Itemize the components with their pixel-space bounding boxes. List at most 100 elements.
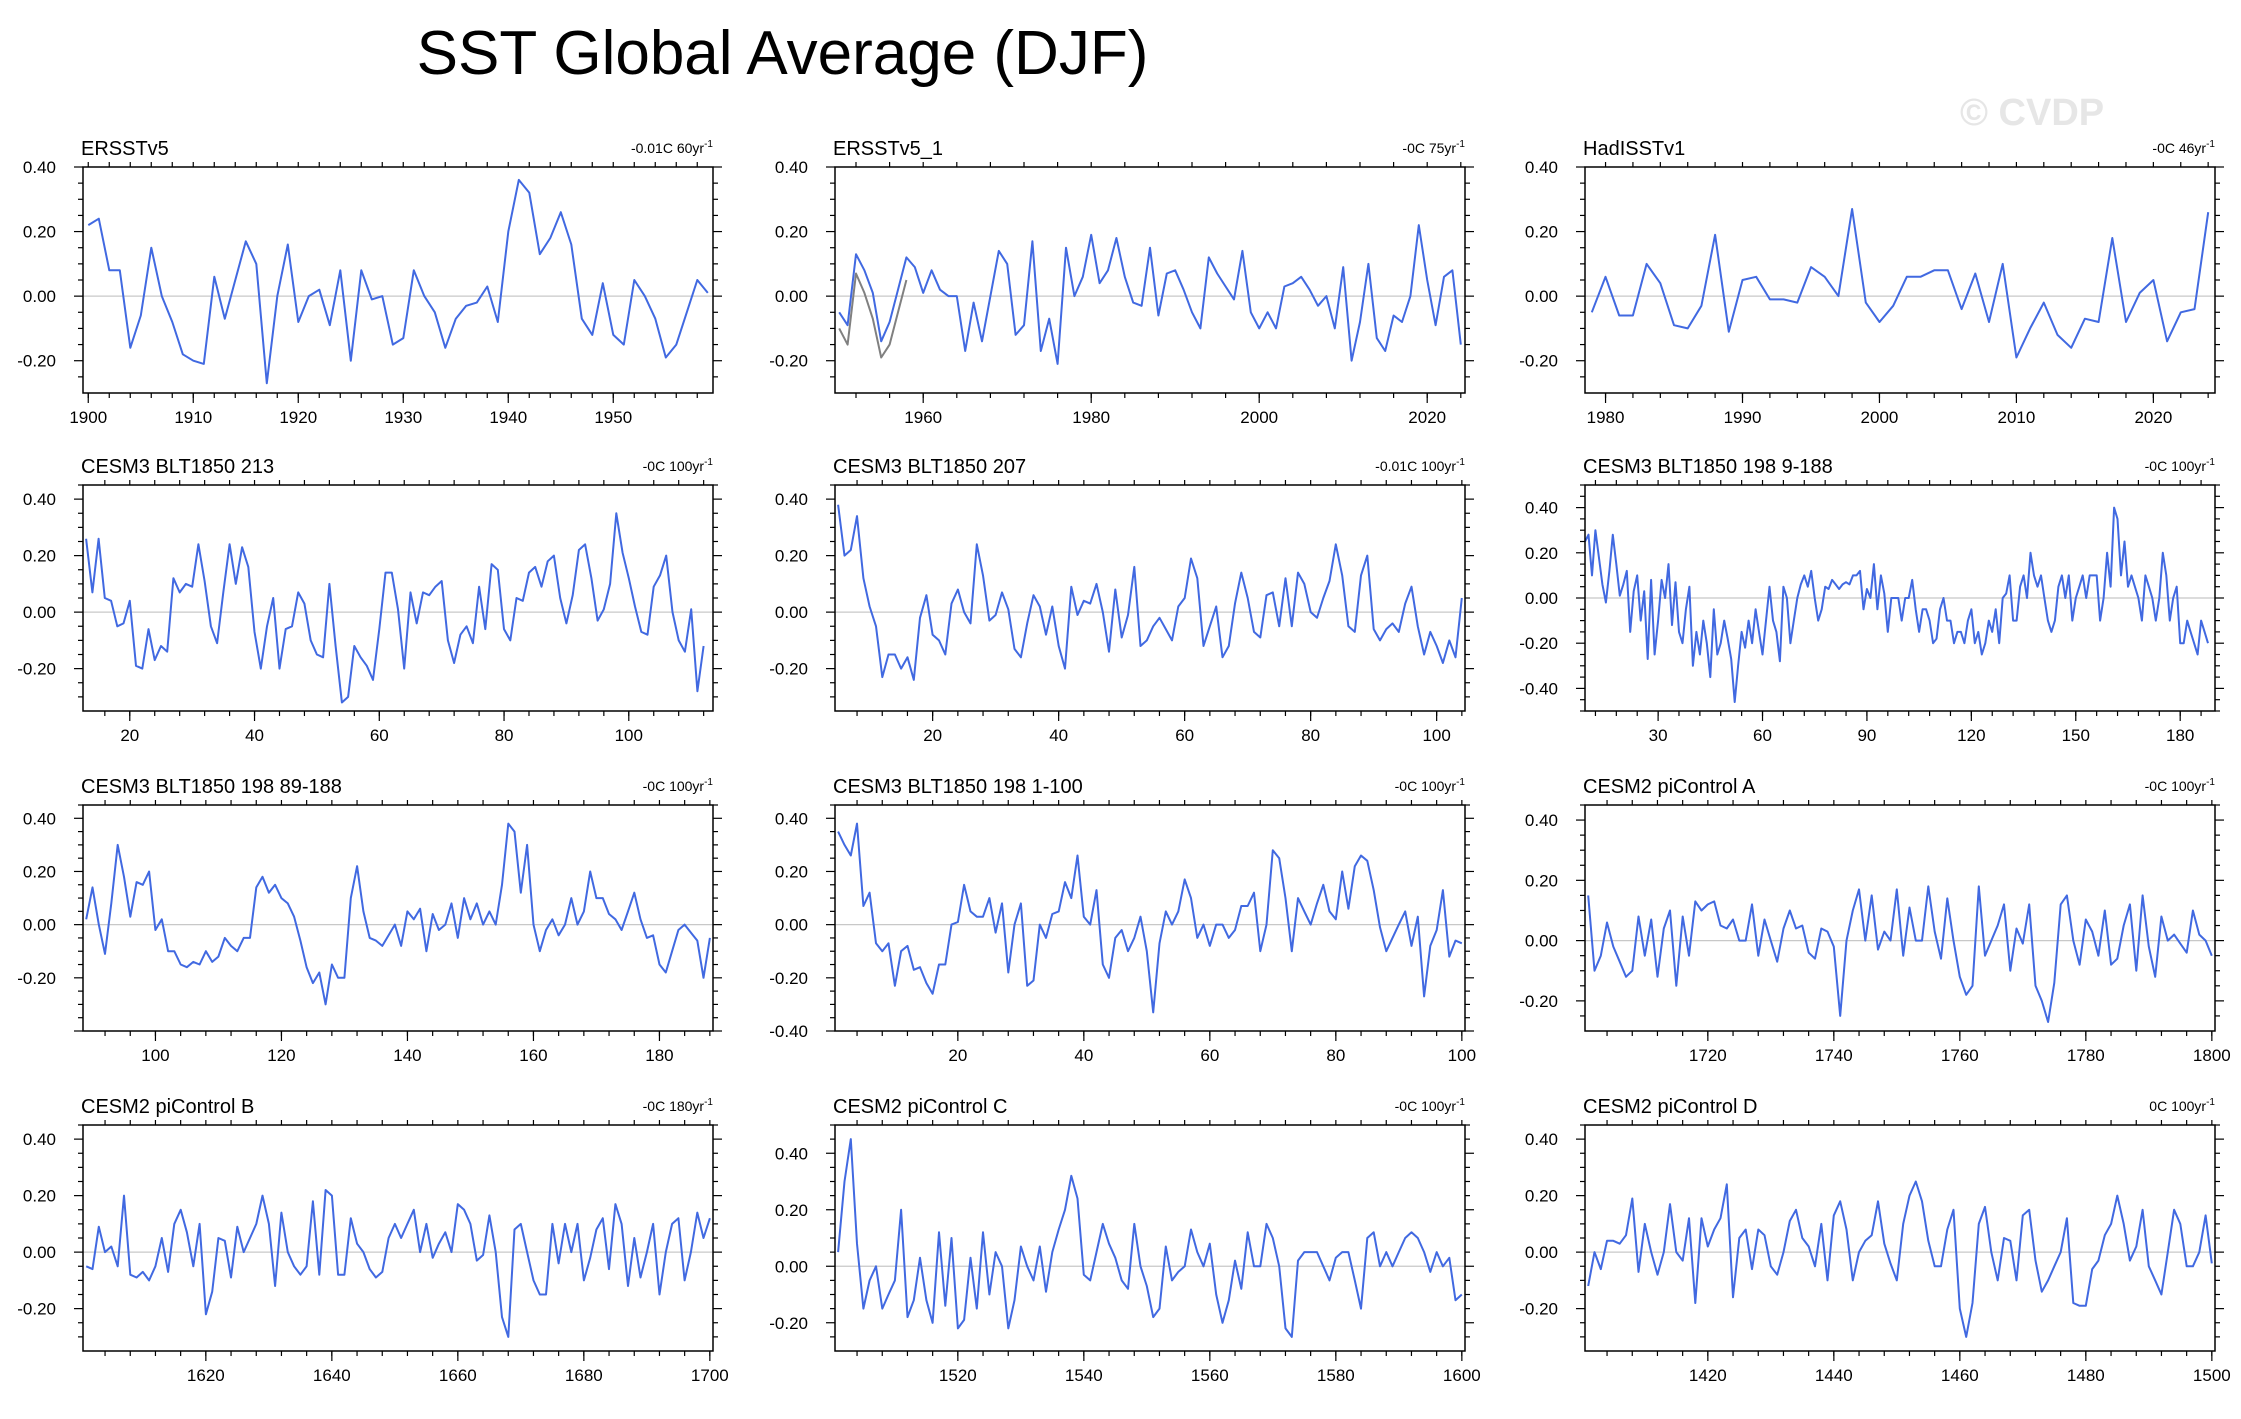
panel-8-trend: -0C 100yr-1 xyxy=(2145,777,2216,794)
panel-9-ytick-label: -0.20 xyxy=(17,1300,56,1319)
panel-4-xtick-label: 100 xyxy=(1422,726,1450,745)
panel-8-ytick-label: -0.20 xyxy=(1519,992,1558,1011)
panel-7-ytick-label: -0.20 xyxy=(769,969,808,988)
panel-5-xtick-label: 180 xyxy=(2166,726,2194,745)
panel-6-trend: -0C 100yr-1 xyxy=(643,777,714,794)
panel-4-xtick-label: 20 xyxy=(923,726,942,745)
panel-8-xtick-label: 1740 xyxy=(1815,1046,1853,1065)
panel-1-xtick-label: 1980 xyxy=(1072,408,1110,427)
panel-11-xtick-label: 1460 xyxy=(1941,1366,1979,1385)
panel-0-frame xyxy=(82,166,714,394)
panel-11-xtick-label: 1500 xyxy=(2193,1366,2231,1385)
panel-1-frame xyxy=(834,166,1466,394)
panel-4-ytick-label: 0.20 xyxy=(775,547,808,566)
panel-6-ytick-label: -0.20 xyxy=(17,969,56,988)
panel-1-xtick-label: 2000 xyxy=(1240,408,1278,427)
panel-5-xtick-label: 120 xyxy=(1957,726,1985,745)
panel-5-frame xyxy=(1584,484,2216,712)
panel-11-frame xyxy=(1584,1124,2216,1352)
panel-0-xtick-label: 1940 xyxy=(489,408,527,427)
panel-9-ytick-label: 0.20 xyxy=(23,1187,56,1206)
panel-2-xtick-label: 1990 xyxy=(1724,408,1762,427)
panel-2-xtick-label: 2010 xyxy=(1997,408,2035,427)
panel-3-xtick-label: 60 xyxy=(370,726,389,745)
panel-9-trend: -0C 180yr-1 xyxy=(643,1097,714,1114)
panel-6-xtick-label: 160 xyxy=(519,1046,547,1065)
panel-1-xtick-label: 2020 xyxy=(1408,408,1446,427)
panel-0-ytick-label: 0.20 xyxy=(23,223,56,242)
panel-0-ytick-label: 0.00 xyxy=(23,287,56,306)
panel-8-ytick-label: 0.20 xyxy=(1525,871,1558,890)
panel-10-trend-exponent: -1 xyxy=(1456,1097,1465,1108)
panel-1-xtick-label: 1960 xyxy=(904,408,942,427)
panel-3-ytick-label: -0.20 xyxy=(17,660,56,679)
panel-7-xtick-label: 80 xyxy=(1326,1046,1345,1065)
panel-7-trend-exponent: -1 xyxy=(1456,777,1465,788)
panel-10-xtick-label: 1540 xyxy=(1065,1366,1103,1385)
panel-10-series-line xyxy=(837,1138,1463,1338)
panel-2-xtick-label: 2000 xyxy=(1861,408,1899,427)
panel-7-xtick-label: 20 xyxy=(948,1046,967,1065)
panel-9-ytick-label: 0.00 xyxy=(23,1243,56,1262)
panel-11-ytick-label: 0.00 xyxy=(1525,1243,1558,1262)
panel-6-xtick-label: 120 xyxy=(267,1046,295,1065)
panel-11-ytick-label: 0.40 xyxy=(1525,1130,1558,1149)
panel-1-ytick-label: 0.20 xyxy=(775,223,808,242)
panel-9-xtick-label: 1700 xyxy=(691,1366,729,1385)
panel-9-trend-exponent: -1 xyxy=(704,1097,713,1108)
panel-3-trend: -0C 100yr-1 xyxy=(643,457,714,474)
panel-11-xtick-label: 1480 xyxy=(2067,1366,2105,1385)
panel-9-xtick-label: 1640 xyxy=(313,1366,351,1385)
panel-8-trend-exponent: -1 xyxy=(2206,777,2215,788)
panel-5-xtick-label: 30 xyxy=(1649,726,1668,745)
panel-4-xtick-label: 40 xyxy=(1049,726,1068,745)
panel-10-xtick-label: 1520 xyxy=(939,1366,977,1385)
panel-8-series-line xyxy=(1587,885,2213,1023)
panel-10-frame xyxy=(834,1124,1466,1352)
panel-6-ytick-label: 0.00 xyxy=(23,916,56,935)
panel-0-xtick-label: 1920 xyxy=(279,408,317,427)
panel-10-ytick-label: -0.20 xyxy=(769,1314,808,1333)
panel-9-series-line xyxy=(85,1189,711,1338)
panel-3-xtick-label: 40 xyxy=(245,726,264,745)
panel-2-ytick-label: 0.20 xyxy=(1525,223,1558,242)
panel-1-series-line xyxy=(838,272,908,359)
panel-8-title: CESM2 piControl A xyxy=(1583,776,1756,798)
panel-5-trend-exponent: -1 xyxy=(2206,457,2215,468)
panel-0-trend: -0.01C 60yr-1 xyxy=(631,139,713,156)
panel-1-ytick-label: 0.00 xyxy=(775,287,808,306)
panel-1-ytick-label: 0.40 xyxy=(775,158,808,177)
panel-8-ytick-label: 0.40 xyxy=(1525,811,1558,830)
panel-9-xtick-label: 1620 xyxy=(187,1366,225,1385)
panel-7-ytick-label: -0.40 xyxy=(769,1022,808,1041)
panel-7-frame xyxy=(834,804,1466,1032)
page-title: SST Global Average (DJF) xyxy=(416,19,1149,88)
panel-9-ytick-label: 0.40 xyxy=(23,1130,56,1149)
panel-5-xtick-label: 90 xyxy=(1857,726,1876,745)
panel-5-ytick-label: 0.40 xyxy=(1525,499,1558,518)
panel-6-ytick-label: 0.40 xyxy=(23,809,56,828)
panel-4-series-line xyxy=(837,504,1463,681)
panel-10-trend: -0C 100yr-1 xyxy=(1395,1097,1466,1114)
panel-7-title: CESM3 BLT1850 198 1-100 xyxy=(833,776,1083,798)
panel-7-series-line xyxy=(837,822,1463,1014)
panel-11-xtick-label: 1420 xyxy=(1689,1366,1727,1385)
panel-5-series-line xyxy=(1584,506,2209,703)
panel-10-title: CESM2 piControl C xyxy=(833,1096,1008,1118)
panel-2-title: HadISSTv1 xyxy=(1583,138,1685,160)
panel-4-ytick-label: 0.40 xyxy=(775,490,808,509)
panel-7-xtick-label: 40 xyxy=(1074,1046,1093,1065)
panel-6-frame xyxy=(82,804,714,1032)
panel-8-xtick-label: 1800 xyxy=(2193,1046,2231,1065)
watermark: © CVDP xyxy=(1960,92,2105,134)
panel-5-title: CESM3 BLT1850 198 9-188 xyxy=(1583,456,1833,478)
panel-4-frame xyxy=(834,484,1466,712)
panel-10-ytick-label: 0.00 xyxy=(775,1257,808,1276)
panel-4-ytick-label: 0.00 xyxy=(775,603,808,622)
panel-3-ytick-label: 0.00 xyxy=(23,603,56,622)
panel-6-ytick-label: 0.20 xyxy=(23,862,56,881)
panel-4-trend: -0.01C 100yr-1 xyxy=(1375,457,1465,474)
panel-2-ytick-label: 0.40 xyxy=(1525,158,1558,177)
panel-5-ytick-label: 0.20 xyxy=(1525,544,1558,563)
panel-0-series-line xyxy=(87,178,709,385)
